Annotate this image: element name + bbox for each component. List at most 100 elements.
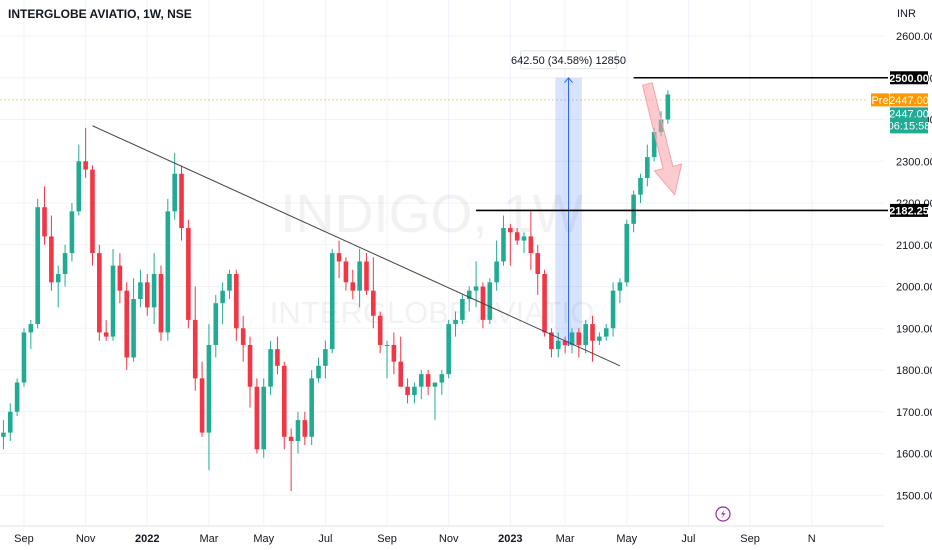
y-tick-label: 1500.00 — [896, 490, 932, 502]
candle-body — [138, 282, 143, 300]
x-tick-label: Jul — [318, 533, 332, 545]
candle-body — [199, 378, 205, 433]
flash-icon[interactable] — [715, 506, 731, 522]
candle-body — [124, 290, 130, 358]
x-tick-label: Sep — [377, 533, 397, 545]
candle-body — [446, 324, 451, 375]
candle-body — [316, 365, 321, 379]
candle-body — [158, 273, 164, 333]
candle-body — [597, 336, 602, 341]
candle-body — [179, 173, 184, 229]
candle-body — [638, 177, 643, 195]
candle-body — [281, 365, 287, 437]
candle-body — [240, 328, 246, 345]
candle-body — [213, 303, 219, 345]
candle-body — [494, 261, 499, 283]
candle-body — [418, 374, 424, 387]
candle-body — [103, 332, 109, 337]
candle-body — [76, 161, 82, 212]
candle-body — [97, 253, 102, 333]
candle-body — [645, 157, 650, 178]
candle-body — [7, 411, 13, 433]
candle-body — [55, 273, 61, 283]
candle-body — [651, 132, 657, 158]
candle-body — [151, 273, 157, 308]
price-range-measure[interactable]: 642.50 (34.58%) 12850 — [511, 50, 626, 346]
candle-body — [555, 340, 561, 350]
candle-body — [384, 344, 390, 346]
candle-body — [268, 349, 273, 387]
candle-body — [439, 374, 445, 383]
candle-body — [288, 436, 294, 441]
chart-title: INTERGLOBE AVIATIO, 1W, NSE — [8, 7, 192, 21]
candle-body — [234, 273, 239, 329]
candle-body — [69, 211, 75, 254]
last-price-label[interactable]: 2447.00 06:15:58 — [888, 107, 931, 134]
currency-label: INR — [897, 8, 916, 20]
candle-body — [275, 349, 280, 366]
candle-body — [302, 420, 308, 437]
candle-body — [172, 173, 177, 212]
x-tick-label: May — [253, 533, 274, 545]
candle-body — [350, 282, 356, 291]
measure-label: 642.50 (34.58%) 12850 — [511, 55, 626, 67]
projection-arrow-shape — [641, 82, 683, 196]
y-tick-label: 2300.00 — [896, 156, 932, 168]
y-tick-label: 2000.00 — [896, 282, 932, 294]
candle-body — [610, 290, 616, 329]
candle-body — [364, 261, 369, 291]
pre-tag: Pre — [871, 95, 888, 107]
x-tick-label: N — [808, 533, 816, 545]
last-price-value: 2447.00 — [889, 108, 929, 120]
candle-body — [473, 286, 479, 291]
level-mid-label[interactable]: 2182.25 — [889, 203, 929, 218]
candle-body — [665, 94, 671, 120]
level-high-label[interactable]: 2500.00 — [889, 71, 929, 85]
candle-body — [617, 282, 623, 291]
x-tick-label: Mar — [199, 533, 218, 545]
candle-body — [336, 253, 342, 262]
x-tick-label: Mar — [556, 533, 575, 545]
candle-body — [117, 265, 123, 291]
x-axis: Sep Nov 2022 Mar May Jul Sep Nov 2023 Mar May Jul Se… — [0, 525, 884, 545]
x-tick-label: Jul — [681, 533, 695, 545]
y-tick-label: 2100.00 — [896, 240, 932, 252]
candle-body — [28, 324, 34, 333]
candle-body — [412, 386, 417, 396]
watermark-symbol: INDIGO, 1W — [280, 184, 583, 244]
candle-body — [535, 253, 541, 274]
candle-body — [186, 228, 191, 320]
drawings[interactable] — [92, 76, 888, 367]
level-mid-value: 2182.25 — [889, 205, 929, 217]
pre-price-label[interactable]: Pre 2447.00 — [871, 93, 929, 107]
candle-body — [514, 232, 520, 241]
candle-body — [261, 386, 267, 450]
candle-body — [398, 361, 404, 387]
level-high-bg — [890, 71, 928, 85]
candle-body — [144, 282, 150, 308]
candle-body — [501, 228, 506, 262]
candle-body — [343, 261, 349, 283]
projection-arrow[interactable] — [641, 82, 683, 196]
candle-body — [405, 386, 410, 396]
candle-body — [432, 382, 438, 387]
y-axis: 1500.00 1600.00 1700.00 1800.00 1900.00 2000.… — [896, 31, 932, 502]
candle-body — [83, 161, 88, 170]
level-mid-bg — [890, 203, 928, 217]
candle-body — [460, 299, 465, 320]
candle-body — [323, 349, 328, 366]
measure-label-box — [520, 50, 618, 70]
candle-body — [542, 273, 547, 333]
y-tick-label: 1600.00 — [896, 449, 932, 461]
candle-body — [309, 378, 314, 437]
candle-body — [165, 211, 171, 333]
measure-arrowhead — [564, 76, 573, 84]
candle-body — [549, 332, 554, 350]
y-tick-label: 1900.00 — [896, 323, 932, 335]
candle-body — [391, 344, 397, 362]
candle-body — [583, 324, 588, 345]
x-tick-label: Sep — [14, 533, 34, 545]
candle-body — [377, 315, 383, 345]
